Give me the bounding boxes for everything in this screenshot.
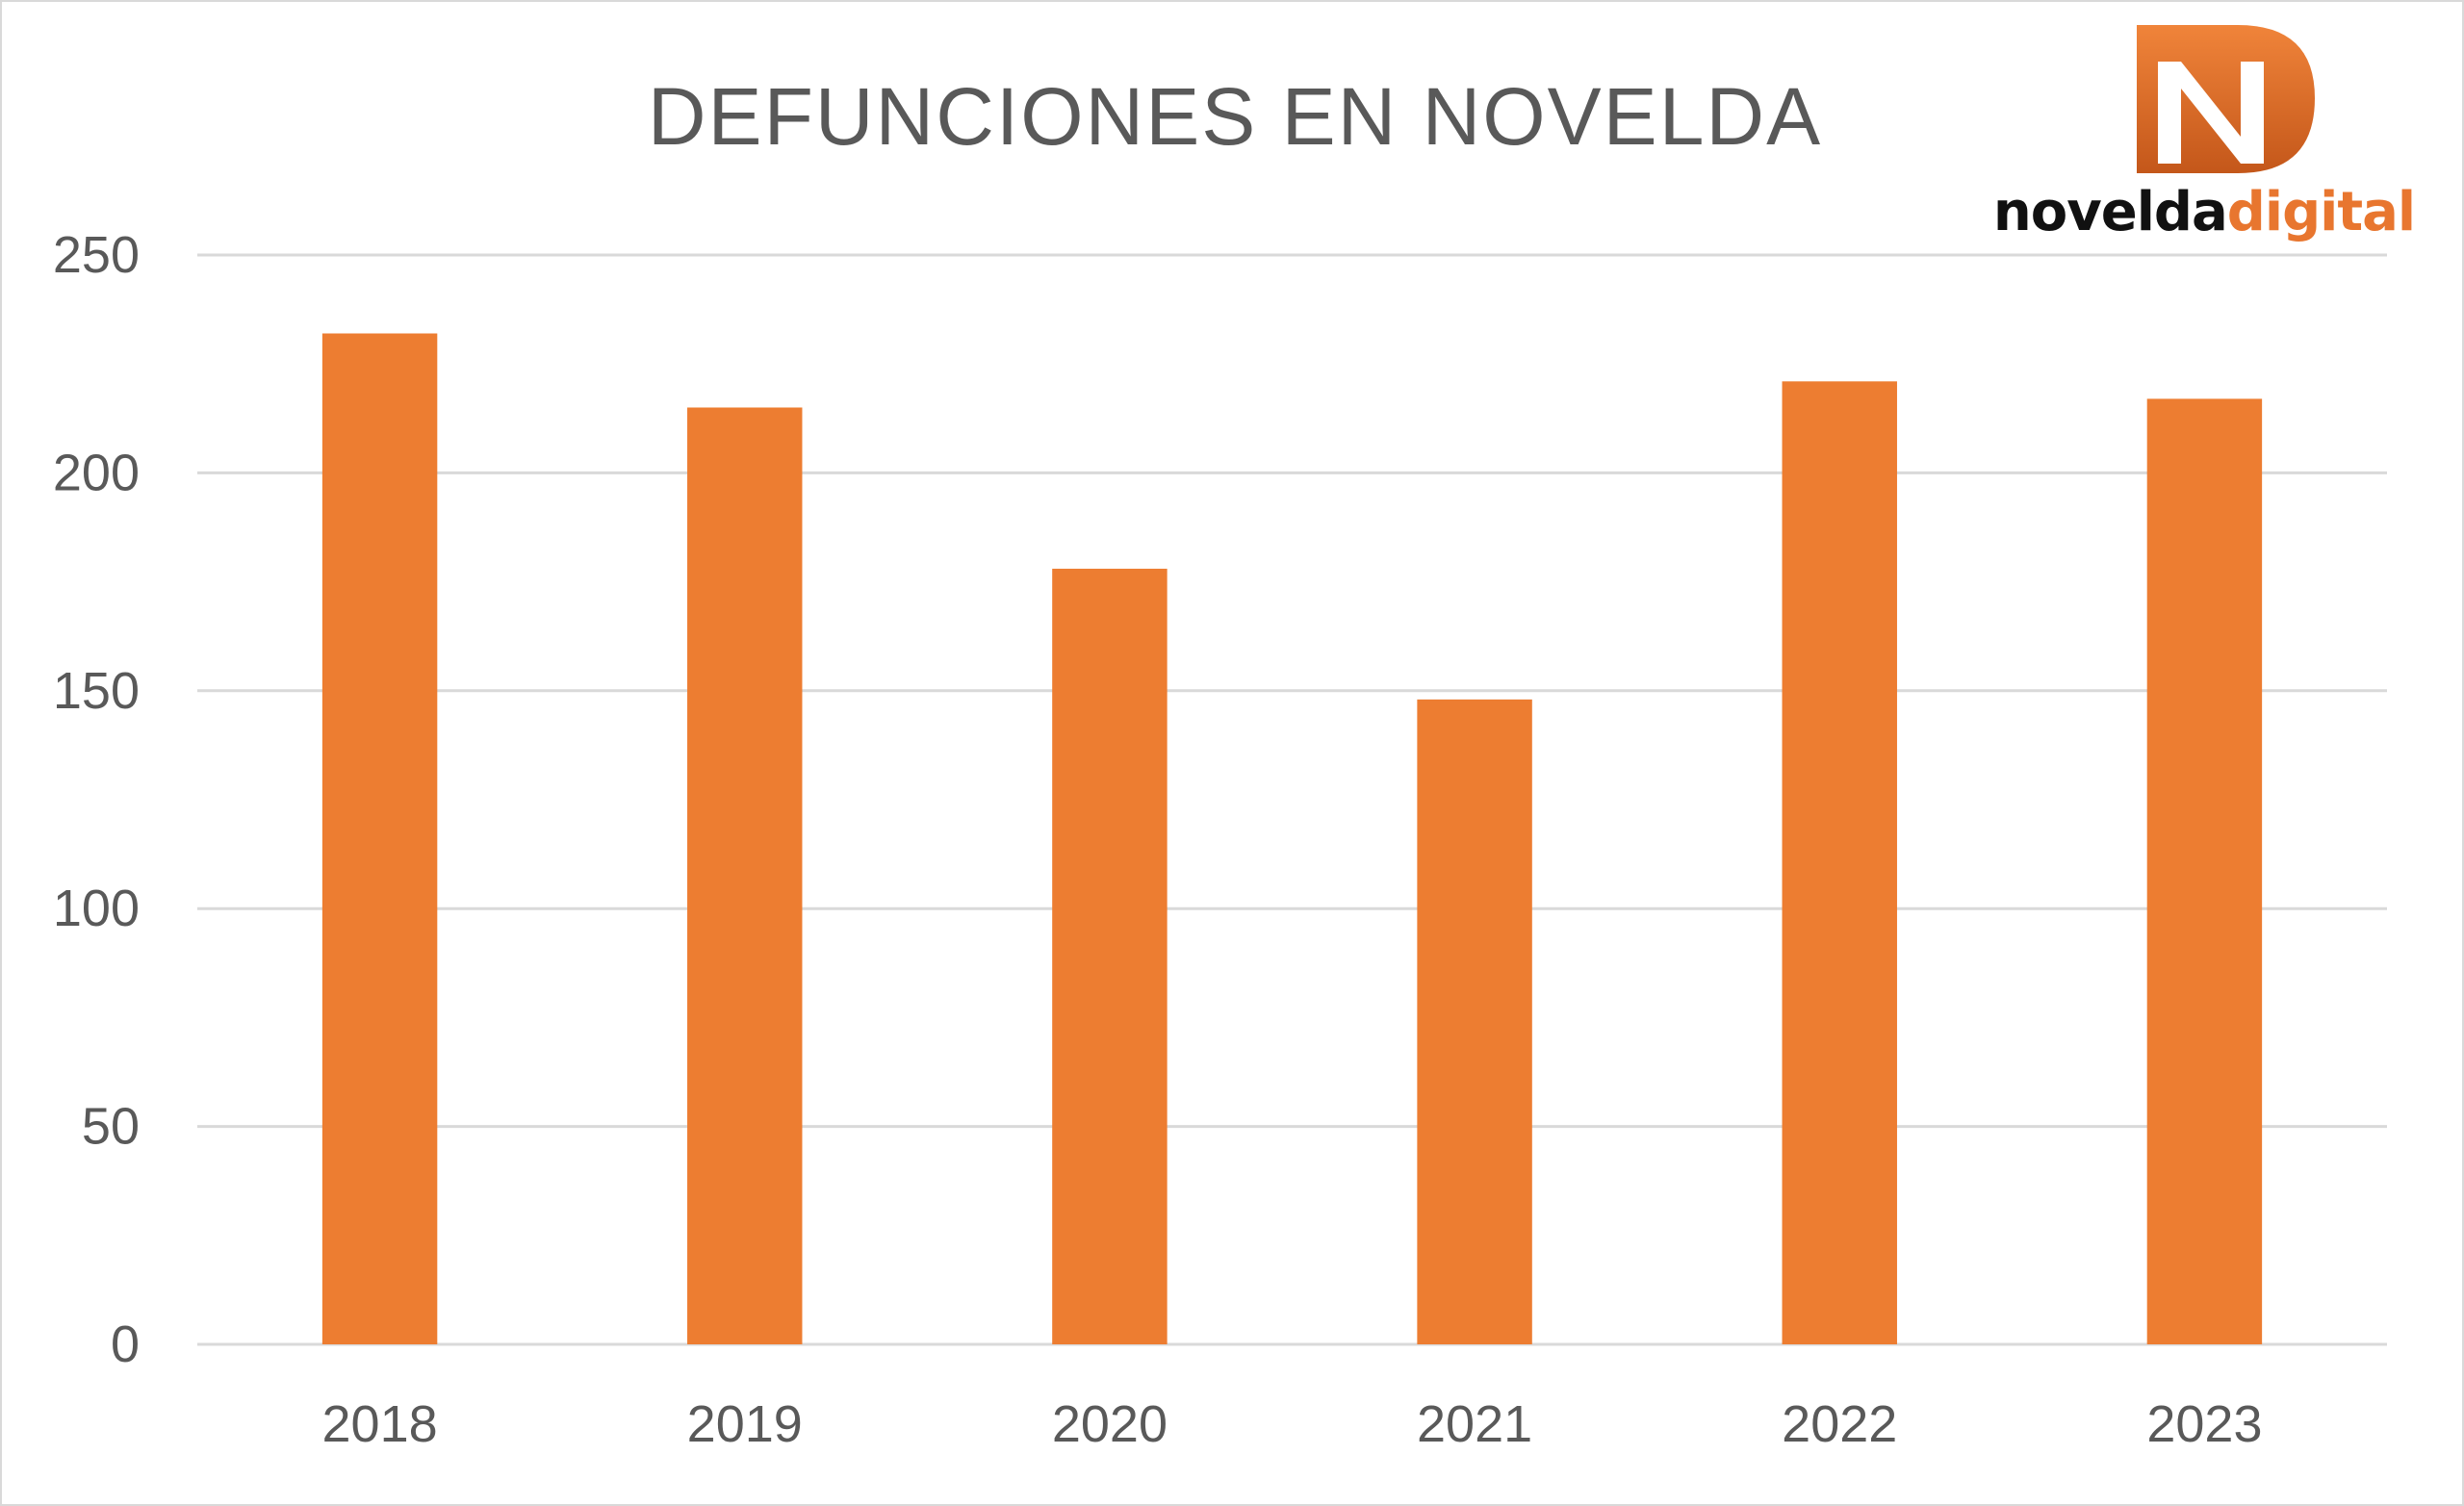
x-tick-label: 2019 bbox=[687, 1395, 803, 1453]
bars bbox=[321, 333, 2263, 1345]
y-tick-label: 200 bbox=[53, 444, 140, 501]
x-tick-label: 2021 bbox=[1417, 1395, 1532, 1453]
x-tick-label: 2022 bbox=[1782, 1395, 1897, 1453]
y-tick-label: 250 bbox=[53, 226, 140, 284]
x-tick-label: 2018 bbox=[322, 1395, 438, 1453]
y-tick-label: 150 bbox=[53, 662, 140, 720]
chart-title: DEFUNCIONES EN NOVELDA bbox=[648, 71, 1822, 162]
bar-2023 bbox=[2146, 398, 2263, 1344]
y-axis-ticks: 0 50 100 150 200 250 bbox=[53, 226, 140, 1373]
bar-2018 bbox=[321, 333, 438, 1344]
logo-word-novelda: novelda bbox=[1992, 181, 2228, 243]
bar-2020 bbox=[1052, 569, 1168, 1344]
y-tick-label: 50 bbox=[82, 1098, 140, 1156]
x-tick-label: 2023 bbox=[2146, 1395, 2262, 1453]
bar-2021 bbox=[1417, 699, 1532, 1344]
logo-wordmark: noveldadigital bbox=[1992, 181, 2416, 243]
logo-mark-icon bbox=[2137, 25, 2315, 173]
x-axis-ticks: 2018 2019 2020 2021 2022 2023 bbox=[322, 1395, 2263, 1453]
bar-2022 bbox=[1782, 381, 1897, 1344]
logo-word-digital: digital bbox=[2226, 181, 2416, 243]
brand-logo: noveldadigital bbox=[1992, 19, 2416, 250]
grid-lines bbox=[197, 253, 2387, 1346]
y-tick-label: 0 bbox=[111, 1315, 140, 1373]
bar-2019 bbox=[687, 407, 803, 1345]
x-tick-label: 2020 bbox=[1052, 1395, 1168, 1453]
y-tick-label: 100 bbox=[53, 880, 140, 937]
